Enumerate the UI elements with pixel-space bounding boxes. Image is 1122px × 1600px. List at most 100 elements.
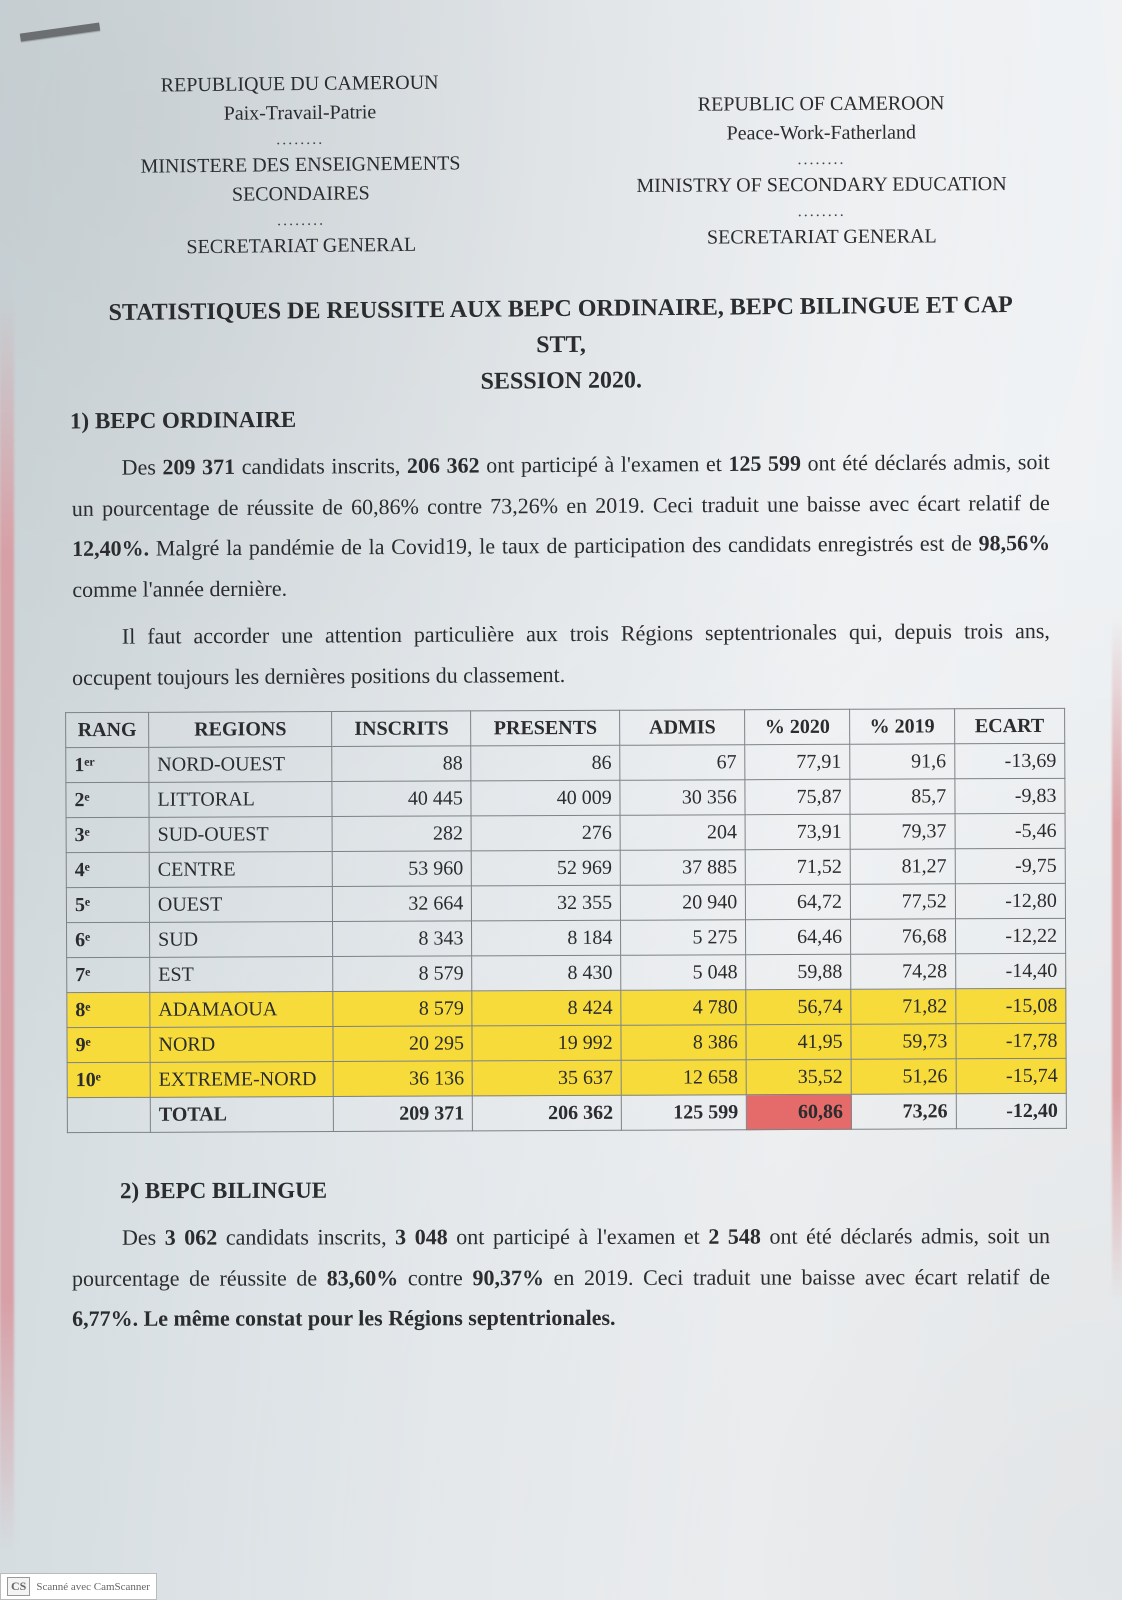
section2-paragraph: Des 3 062 candidats inscrits, 3 048 ont …: [72, 1216, 1050, 1340]
table-row: 3ᵉSUD-OUEST28227620473,9179,37-5,46: [66, 813, 1065, 852]
cell-rank: 9ᵉ: [67, 1027, 150, 1062]
separator-dots: ........: [591, 199, 1052, 225]
cell-ecart: -12,22: [955, 918, 1065, 953]
separator-dots: ........: [591, 147, 1052, 173]
table-row: 5ᵉOUEST32 66432 35520 94064,7277,52-12,8…: [66, 883, 1065, 922]
cell-rank: 8ᵉ: [67, 992, 150, 1027]
scanner-watermark: CS Scanné avec CamScanner: [0, 1573, 157, 1600]
section2-heading: 2) BEPC BILINGUE: [120, 1175, 1062, 1203]
cell-inscrits: 282: [332, 815, 471, 851]
cell-rank: 4ᵉ: [66, 852, 149, 887]
section1-heading: 1) BEPC ORDINAIRE: [70, 402, 1062, 435]
cell-region: NORD-OUEST: [149, 746, 333, 782]
cell-pct-2019: 74,28: [851, 953, 956, 988]
cell-inscrits: 8 343: [333, 920, 472, 956]
cell-pct-2020: 73,91: [745, 814, 850, 849]
table-row: 1ᵉʳNORD-OUEST88866777,9191,6-13,69: [66, 743, 1065, 782]
cell-ecart: -15,08: [956, 988, 1066, 1023]
cell-presents: 8 424: [472, 990, 621, 1026]
cell-admis: 4 780: [621, 989, 746, 1025]
cell-pct-2019: 85,7: [850, 778, 955, 813]
cell-rank: 3ᵉ: [66, 817, 149, 852]
table-row: 2ᵉLITTORAL40 44540 00930 35675,8785,7-9,…: [66, 778, 1065, 817]
cell-pct-2019: 71,82: [851, 988, 956, 1023]
table-row: 7ᵉEST8 5798 4305 04859,8874,28-14,40: [67, 953, 1066, 992]
col-presents: PRESENTS: [471, 710, 620, 746]
cell-presents: 8 184: [472, 920, 621, 956]
staple-mark: [20, 22, 100, 41]
cell-pct-2020: 71,52: [746, 849, 851, 884]
title-line2: SESSION 2020.: [481, 368, 643, 395]
cell-rank: 1ᵉʳ: [66, 747, 149, 782]
motto-en: Peace-Work-Fatherland: [591, 118, 1052, 149]
cell-region: SUD: [149, 921, 333, 957]
secretariat-fr: SECRETARIAT GENERAL: [71, 230, 532, 264]
cell-rank: 2ᵉ: [66, 782, 149, 817]
scanner-badge: CS: [7, 1577, 30, 1596]
table-total-row: TOTAL209 371206 362125 59960,8673,26-12,…: [67, 1093, 1066, 1132]
cell-admis: 5 048: [621, 954, 746, 990]
country-en: REPUBLIC OF CAMEROON: [591, 89, 1052, 120]
cell-inscrits: 20 295: [333, 1025, 472, 1061]
cell-ecart: -12,40: [956, 1093, 1066, 1128]
col-pct-2019: % 2019: [850, 708, 955, 743]
table-row: 9ᵉNORD20 29519 9928 38641,9559,73-17,78: [67, 1023, 1066, 1062]
page-edge-left: [0, 300, 14, 1550]
col-inscrits: INSCRITS: [332, 710, 471, 746]
document-title: STATISTIQUES DE REUSSITE AUX BEPC ORDINA…: [100, 287, 1023, 403]
cell-pct-2020: 35,52: [746, 1059, 851, 1094]
cell-presents: 206 362: [473, 1095, 622, 1131]
col-ecart: ECART: [954, 708, 1064, 743]
table-header-row: RANG REGIONS INSCRITS PRESENTS ADMIS % 2…: [66, 708, 1065, 747]
cell-presents: 8 430: [472, 955, 621, 991]
cell-ecart: -9,83: [955, 778, 1065, 813]
cell-pct-2020: 75,87: [745, 779, 850, 814]
cell-ecart: -12,80: [955, 883, 1065, 918]
col-pct-2020: % 2020: [745, 709, 850, 744]
cell-admis: 125 599: [621, 1094, 746, 1130]
title-line1: STATISTIQUES DE REUSSITE AUX BEPC ORDINA…: [108, 292, 1012, 358]
results-table: RANG REGIONS INSCRITS PRESENTS ADMIS % 2…: [65, 707, 1067, 1132]
cell-presents: 276: [471, 815, 620, 851]
cell-inscrits: 36 136: [333, 1060, 472, 1096]
cell-admis: 67: [620, 744, 745, 780]
cell-region: LITTORAL: [149, 781, 333, 817]
cell-presents: 32 355: [472, 885, 621, 921]
cell-ecart: -13,69: [955, 743, 1065, 778]
cell-pct-2020: 64,72: [746, 884, 851, 919]
cell-admis: 20 940: [621, 884, 746, 920]
cell-pct-2020: 60,86: [747, 1094, 852, 1129]
cell-presents: 52 969: [472, 850, 621, 886]
cell-pct-2019: 79,37: [850, 813, 955, 848]
letterhead: REPUBLIQUE DU CAMEROUN Paix-Travail-Patr…: [70, 70, 1052, 261]
col-regions: REGIONS: [149, 711, 333, 747]
cell-pct-2019: 81,27: [850, 848, 955, 883]
cell-ecart: -17,78: [956, 1023, 1066, 1058]
document-page: REPUBLIQUE DU CAMEROUN Paix-Travail-Patr…: [0, 0, 1122, 1600]
table-row: 10ᵉEXTREME-NORD36 13635 63712 65835,5251…: [67, 1058, 1066, 1097]
letterhead-english: REPUBLIC OF CAMEROON Peace-Work-Fatherla…: [591, 89, 1053, 263]
table-row: 8ᵉADAMAOUA8 5798 4244 78056,7471,82-15,0…: [67, 988, 1066, 1027]
cell-ecart: -14,40: [955, 953, 1065, 988]
table-row: 4ᵉCENTRE53 96052 96937 88571,5281,27-9,7…: [66, 848, 1065, 887]
cell-inscrits: 40 445: [332, 780, 471, 816]
cell-rank: 6ᵉ: [67, 922, 150, 957]
col-admis: ADMIS: [620, 709, 745, 745]
cell-region: NORD: [150, 1026, 334, 1062]
cell-admis: 204: [620, 814, 745, 850]
page-edge-right: [1112, 620, 1122, 1300]
ministry-en: MINISTRY OF SECONDARY EDUCATION: [591, 170, 1052, 201]
cell-inscrits: 8 579: [333, 990, 472, 1026]
cell-inscrits: 209 371: [334, 1095, 473, 1131]
cell-region: SUD-OUEST: [149, 816, 333, 852]
cell-admis: 30 356: [620, 779, 745, 815]
cell-inscrits: 8 579: [333, 955, 472, 991]
cell-rank: 10ᵉ: [67, 1062, 150, 1097]
cell-pct-2019: 76,68: [851, 918, 956, 953]
cell-presents: 19 992: [472, 1025, 621, 1061]
cell-admis: 37 885: [620, 849, 745, 885]
cell-ecart: -15,74: [956, 1058, 1066, 1093]
cell-presents: 40 009: [471, 780, 620, 816]
cell-rank: 5ᵉ: [66, 887, 149, 922]
ministry-fr: MINISTERE DES ENSEIGNEMENTS SECONDAIRES: [70, 149, 532, 212]
